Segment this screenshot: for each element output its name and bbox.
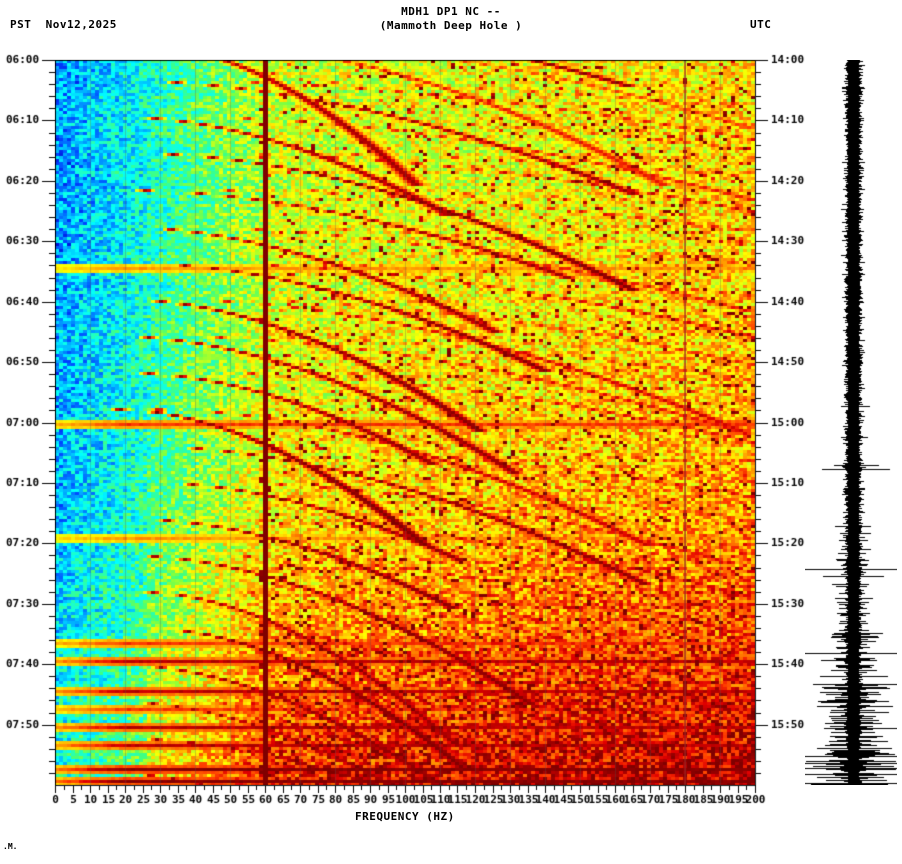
corner-mark: .M. [3, 842, 18, 851]
x-axis-label: FREQUENCY (HZ) [355, 810, 455, 823]
